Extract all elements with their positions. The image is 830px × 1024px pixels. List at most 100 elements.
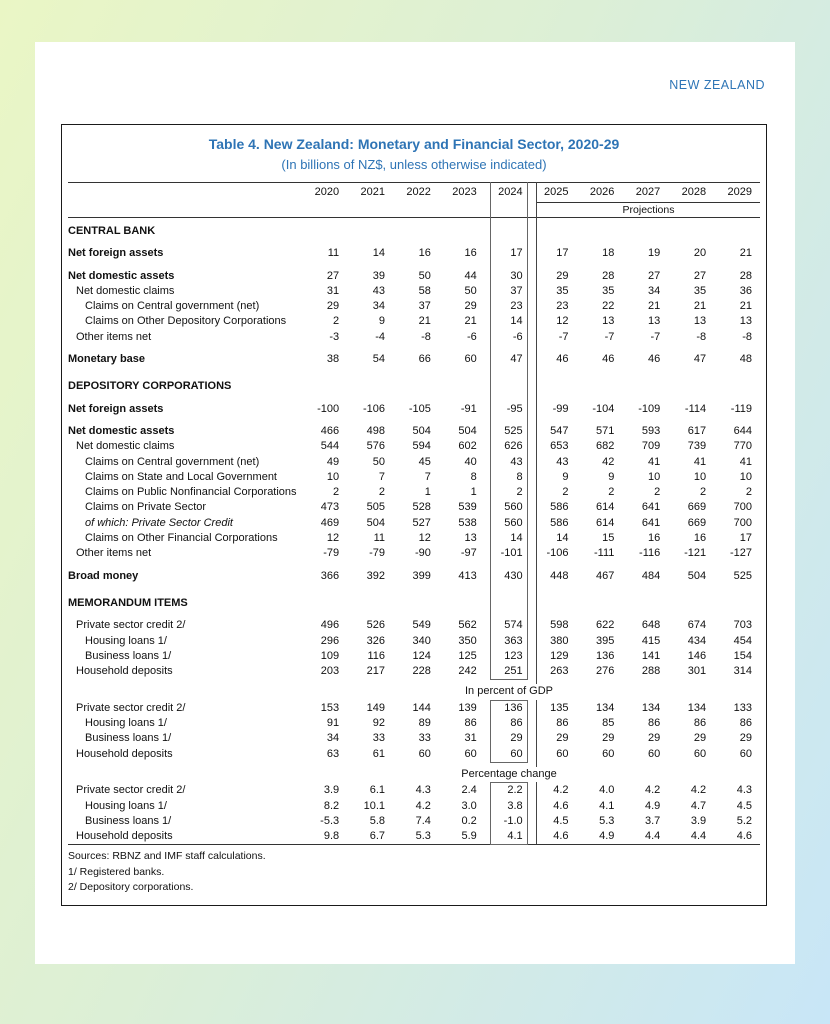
- value-cell: 21: [739, 247, 752, 260]
- value-cell: 13: [602, 315, 615, 328]
- value-cell: 10: [648, 470, 661, 483]
- value-cell: 288: [641, 665, 661, 678]
- value-cell: 45: [418, 455, 431, 468]
- value-cell: 8: [516, 470, 523, 483]
- year-col-2024: 2024: [498, 186, 523, 198]
- value-cell: 4.2: [553, 784, 569, 797]
- footnote-line: 2/ Depository corporations.: [68, 881, 194, 894]
- value-cell: [439, 596, 485, 611]
- value-cell: [439, 379, 485, 394]
- data-row: Claims on Other Depository Corporations 2…: [68, 314, 760, 329]
- data-row: Net domestic assets 27 39 50 44 30 29 28 27 27 28: [68, 269, 760, 284]
- value-cell: 504: [366, 516, 386, 529]
- value-cell: 4.9: [599, 830, 615, 843]
- estimate-column-box: [489, 699, 528, 763]
- row-label: Claims on Other Financial Corporations: [85, 532, 278, 545]
- value-cell: 10: [693, 470, 707, 483]
- data-row: Private sector credit 2/153 149 144 139 136 1…: [68, 701, 760, 716]
- value-cell: 528: [412, 501, 431, 514]
- value-cell: [622, 596, 668, 611]
- table-content: 2020 2021 2022 2023 2024 2025 2026 2027 2028 2029…: [62, 182, 766, 846]
- value-cell: 116: [367, 649, 386, 662]
- data-row: Business loans 1/34 33 33 31 29 29 29 29 29 29: [68, 731, 760, 746]
- value-cell: 525: [733, 569, 752, 582]
- data-row: Net domestic assets 466 498 504 504 525 547 571…: [68, 424, 760, 439]
- value-cell: -101: [500, 547, 523, 560]
- value-cell: 399: [412, 569, 431, 582]
- row-label: Net domestic assets: [68, 269, 175, 282]
- value-cell: 622: [596, 619, 615, 632]
- value-cell: 526: [366, 619, 385, 632]
- value-cell: 86: [648, 717, 661, 730]
- row-label: Other items net: [76, 330, 152, 343]
- value-cell: 1: [424, 486, 431, 499]
- value-cell: 50: [418, 269, 431, 282]
- value-cell: 594: [412, 440, 431, 453]
- value-cell: -6: [466, 330, 477, 343]
- value-cell: [301, 224, 347, 239]
- projections-label: Projections: [622, 204, 675, 216]
- value-cell: 669: [687, 516, 707, 529]
- data-row: Business loans 1/109 116 124 125 123 129 136 14…: [68, 649, 760, 664]
- value-cell: [301, 379, 347, 394]
- value-cell: 63: [326, 747, 340, 760]
- value-cell: 504: [412, 424, 431, 437]
- value-cell: 27: [647, 269, 661, 282]
- row-label: Private sector credit 2/: [76, 784, 186, 797]
- row-label: MEMORANDUM ITEMS: [68, 596, 188, 609]
- value-cell: 58: [418, 284, 431, 297]
- value-cell: -116: [639, 547, 661, 560]
- value-cell: 60: [556, 747, 569, 760]
- value-cell: 527: [412, 516, 431, 529]
- value-cell: [347, 379, 393, 394]
- value-cell: 505: [366, 501, 386, 514]
- value-cell: 86: [464, 717, 477, 730]
- year-col-2028: 2028: [681, 186, 707, 198]
- value-cell: 770: [733, 440, 752, 453]
- value-cell: 674: [687, 619, 707, 632]
- value-cell: 12: [326, 532, 340, 545]
- value-cell: 41: [693, 455, 707, 468]
- value-cell: 251: [504, 665, 523, 678]
- value-cell: 2: [654, 486, 661, 499]
- value-cell: 709: [641, 440, 661, 453]
- value-cell: 2: [700, 486, 707, 499]
- value-cell: [714, 224, 760, 239]
- data-row: of which: Private Sector Credit 469 504 527…: [68, 516, 760, 531]
- value-cell: 50: [372, 455, 386, 468]
- value-cell: 3.9: [690, 814, 707, 827]
- data-row: Claims on Central government (net) 29 34 37…: [68, 299, 760, 314]
- value-cell: 21: [418, 315, 431, 328]
- value-cell: 276: [596, 665, 615, 678]
- row-label: Housing loans 1/: [85, 799, 167, 812]
- value-cell: 91: [326, 717, 340, 730]
- value-cell: 133: [733, 701, 752, 714]
- row-label: Net domestic assets: [68, 424, 175, 437]
- value-cell: [576, 596, 622, 611]
- value-cell: 2: [745, 486, 753, 499]
- value-cell: 23: [510, 300, 523, 313]
- value-cell: 44: [464, 269, 477, 282]
- value-cell: 9: [562, 470, 569, 483]
- row-label: Net domestic claims: [76, 284, 175, 297]
- value-cell: -8: [421, 330, 431, 343]
- value-cell: 340: [412, 634, 431, 647]
- row-label: Net domestic claims: [76, 440, 175, 453]
- row-label: Private sector credit 2/: [76, 701, 186, 714]
- value-cell: -1.0: [503, 814, 523, 827]
- data-row: Net foreign assets 11 14 16 16 17 17 18 19 20 21: [68, 246, 760, 261]
- value-cell: 29: [556, 269, 569, 282]
- value-cell: 4.1: [599, 799, 615, 812]
- value-cell: 35: [556, 284, 569, 297]
- value-cell: [714, 596, 760, 611]
- value-cell: [393, 596, 439, 611]
- value-cell: 92: [372, 717, 386, 730]
- value-cell: 242: [458, 665, 477, 678]
- year-col-2020: 2020: [314, 186, 340, 198]
- value-cell: 4.2: [644, 784, 661, 797]
- year-col-2021: 2021: [360, 186, 385, 198]
- value-cell: 21: [648, 300, 661, 313]
- value-cell: 2: [562, 486, 569, 499]
- data-row: Housing loans 1/296 326 340 350 363 380 395 415…: [68, 634, 760, 649]
- value-cell: 43: [510, 455, 523, 468]
